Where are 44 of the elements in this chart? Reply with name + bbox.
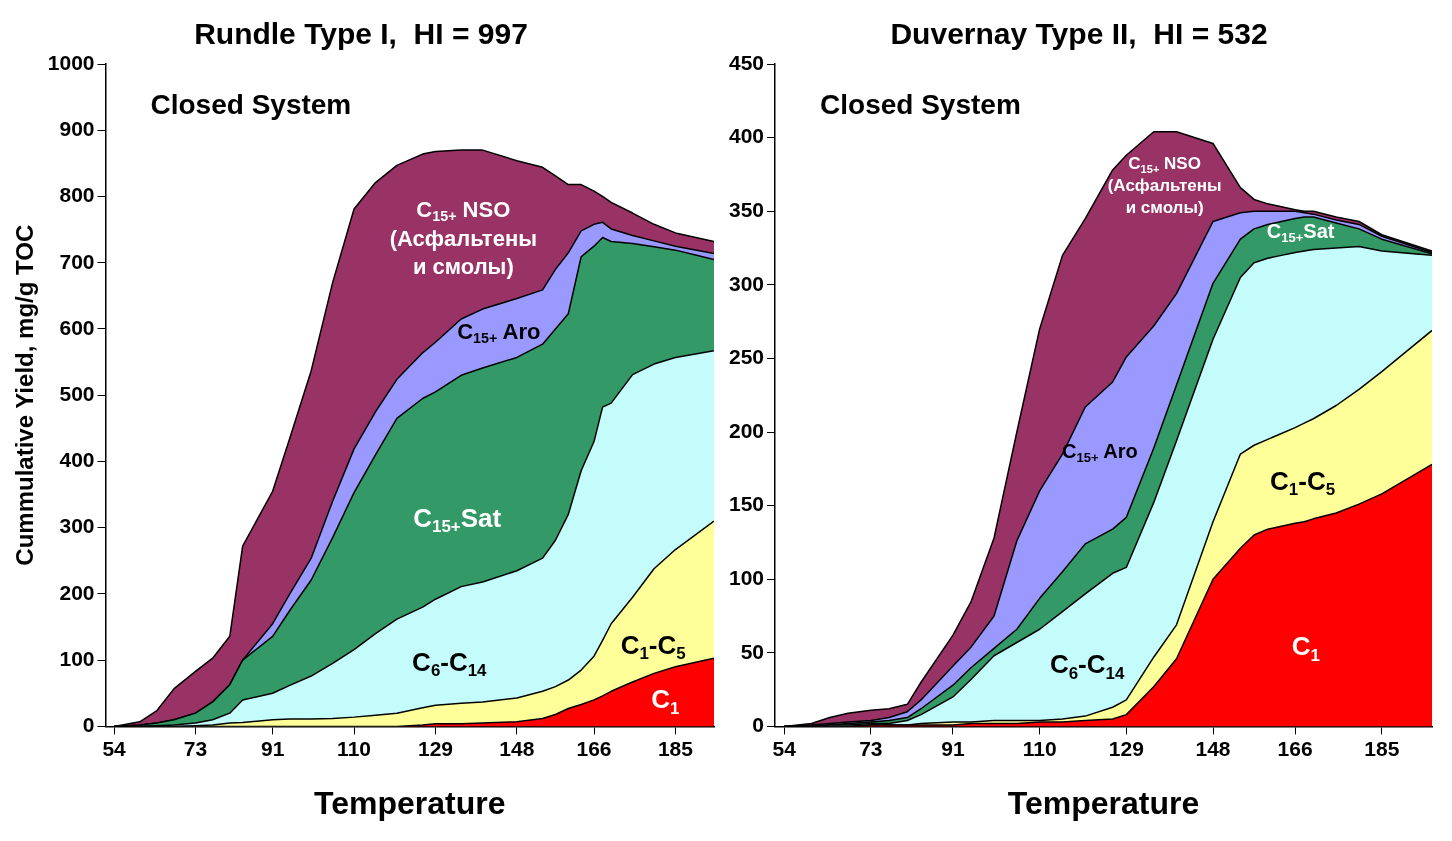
x-tick-label: 185 bbox=[657, 736, 694, 760]
x-tick-label: 110 bbox=[337, 736, 371, 760]
y-tick-label: 450 bbox=[728, 50, 765, 74]
y-axis-title: Cummulative Yield, mg/g TOC bbox=[11, 224, 39, 566]
x-tick-label: 110 bbox=[1022, 736, 1057, 760]
y-tick-label: 400 bbox=[59, 448, 95, 472]
y-tick-label: 200 bbox=[728, 418, 765, 442]
y-tick-label: 0 bbox=[752, 713, 765, 737]
chart-title: Duvernay Type II, HI = 532 bbox=[890, 17, 1268, 51]
y-tick-label: 800 bbox=[59, 183, 95, 207]
x-tick-label: 166 bbox=[576, 736, 612, 760]
y-tick-label: 100 bbox=[59, 646, 95, 670]
y-tick-label: 200 bbox=[59, 580, 95, 604]
x-tick-label: 148 bbox=[499, 736, 535, 760]
y-tick-label: 1000 bbox=[47, 50, 95, 74]
x-tick-label: 166 bbox=[1277, 736, 1313, 760]
annotation: Closed System bbox=[820, 88, 1021, 120]
y-tick-label: 50 bbox=[740, 639, 765, 663]
y-tick-label: 150 bbox=[728, 492, 765, 516]
chart-title: Rundle Type I, HI = 997 bbox=[194, 17, 528, 51]
x-tick-label: 73 bbox=[859, 736, 883, 760]
y-tick-label: 600 bbox=[59, 315, 95, 339]
x-tick-label: 91 bbox=[260, 736, 285, 760]
x-tick-label: 185 bbox=[1364, 736, 1400, 760]
y-tick-label: 700 bbox=[59, 249, 95, 273]
y-tick-label: 500 bbox=[59, 382, 95, 405]
annotation: Closed System bbox=[150, 88, 352, 120]
x-tick-label: 129 bbox=[1108, 736, 1144, 760]
y-tick-label: 400 bbox=[728, 124, 765, 148]
y-tick-label: 300 bbox=[728, 271, 765, 295]
x-tick-label: 91 bbox=[941, 736, 965, 760]
x-tick-label: 148 bbox=[1195, 736, 1231, 760]
y-tick-label: 100 bbox=[728, 566, 765, 589]
y-tick-label: 0 bbox=[82, 713, 95, 737]
x-tick-label: 129 bbox=[417, 736, 453, 760]
x-tick-label: 73 bbox=[183, 736, 208, 760]
x-axis-title: Temperature bbox=[314, 784, 506, 821]
x-tick-label: 54 bbox=[772, 736, 797, 760]
y-tick-label: 250 bbox=[728, 345, 765, 369]
y-tick-label: 900 bbox=[59, 117, 95, 141]
y-tick-label: 350 bbox=[728, 198, 765, 221]
x-tick-label: 54 bbox=[102, 736, 127, 760]
y-tick-label: 300 bbox=[59, 514, 95, 538]
x-axis-title: Temperature bbox=[1007, 784, 1200, 821]
